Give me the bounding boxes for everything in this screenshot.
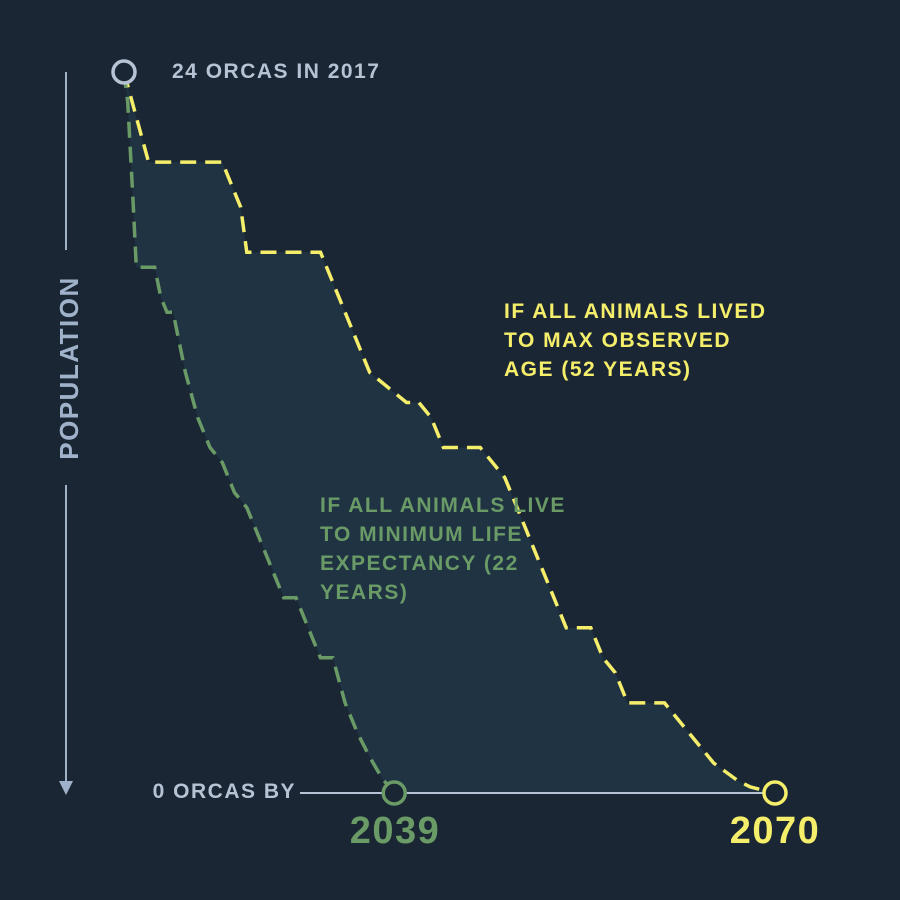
start-point-marker (111, 59, 137, 85)
min-series-label: IF ALL ANIMALS LIVE TO MINIMUM LIFE EXPE… (320, 494, 573, 604)
max-series-label: IF ALL ANIMALS LIVED TO MAX OBSERVED AGE… (504, 300, 774, 381)
max-series-label-line: IF ALL ANIMALS LIVED (504, 300, 767, 323)
projection-range-area (124, 72, 775, 793)
y-axis-label: POPULATION (54, 276, 84, 460)
min-series-label-line: EXPECTANCY (22 (320, 552, 519, 575)
max-series-end-year: 2070 (730, 810, 821, 852)
min-series-label-line: TO MINIMUM LIFE (320, 523, 523, 546)
max-age-series-line (122, 71, 776, 795)
end-annotation: 0 ORCAS BY (153, 780, 296, 803)
min-series-end-marker (381, 780, 407, 806)
max-series-end-marker (762, 780, 788, 806)
y-axis-arrow (59, 781, 73, 795)
min-life-expectancy-series-line (122, 71, 396, 795)
start-annotation: 24 ORCAS IN 2017 (172, 60, 380, 83)
min-series-label-line: IF ALL ANIMALS LIVE (320, 494, 566, 517)
max-series-label-line: TO MAX OBSERVED (504, 329, 731, 352)
min-series-end-year: 2039 (350, 810, 441, 852)
min-series-label-line: YEARS) (320, 581, 408, 604)
max-series-label-line: AGE (52 YEARS) (504, 358, 692, 381)
